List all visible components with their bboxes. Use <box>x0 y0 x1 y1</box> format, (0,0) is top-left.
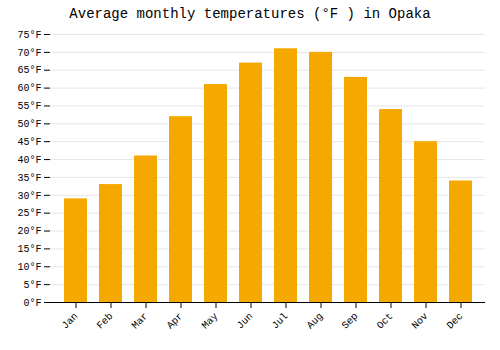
svg-text:30°F: 30°F <box>17 191 41 202</box>
svg-text:0°F: 0°F <box>23 298 41 309</box>
svg-text:Aug: Aug <box>305 311 326 332</box>
svg-text:15°F: 15°F <box>17 244 41 255</box>
svg-text:35°F: 35°F <box>17 173 41 184</box>
svg-text:Feb: Feb <box>95 311 116 332</box>
svg-text:Jun: Jun <box>235 311 256 332</box>
svg-text:Sep: Sep <box>340 311 361 332</box>
svg-text:75°F: 75°F <box>17 30 41 41</box>
svg-text:5°F: 5°F <box>23 280 41 291</box>
svg-text:60°F: 60°F <box>17 83 41 94</box>
svg-text:Apr: Apr <box>165 311 186 332</box>
svg-text:Nov: Nov <box>410 311 431 332</box>
svg-text:Oct: Oct <box>375 311 396 332</box>
svg-text:Jan: Jan <box>60 311 81 332</box>
svg-text:Mar: Mar <box>130 311 151 332</box>
svg-text:50°F: 50°F <box>17 119 41 130</box>
svg-text:25°F: 25°F <box>17 208 41 219</box>
svg-text:10°F: 10°F <box>17 262 41 273</box>
svg-text:65°F: 65°F <box>17 65 41 76</box>
svg-text:May: May <box>200 311 221 332</box>
svg-text:40°F: 40°F <box>17 155 41 166</box>
svg-text:Dec: Dec <box>445 311 466 332</box>
svg-text:Jul: Jul <box>270 311 291 332</box>
svg-text:55°F: 55°F <box>17 101 41 112</box>
svg-text:70°F: 70°F <box>17 48 41 59</box>
svg-text:45°F: 45°F <box>17 137 41 148</box>
svg-text:20°F: 20°F <box>17 226 41 237</box>
html-text:Average monthly temperatures (: Average monthly temperatures (°F ) in Op… <box>69 6 431 22</box>
